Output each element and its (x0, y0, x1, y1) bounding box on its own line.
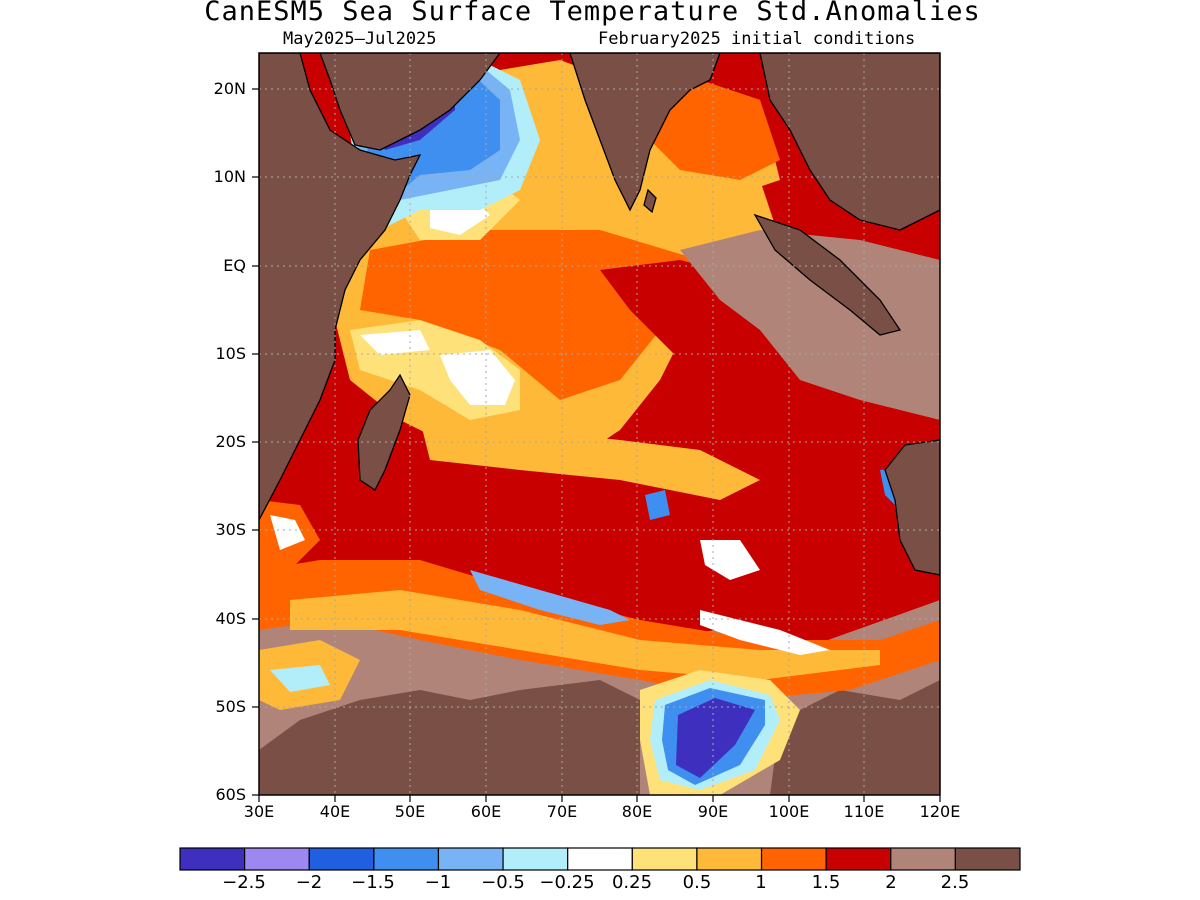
colorbar-label: −2.5 (222, 872, 266, 893)
australia-land (884, 439, 940, 576)
colorbar-label: 0.25 (611, 872, 653, 893)
south-central-orange (420, 420, 760, 500)
mid-cool-spot (645, 490, 670, 520)
south-dark-patch-east (770, 680, 940, 795)
south-orange-band (290, 590, 880, 680)
figure-title: CanESM5 Sea Surface Temperature Std.Anom… (204, 0, 981, 27)
lon-label-100e: 100E (768, 802, 810, 821)
land (259, 53, 940, 576)
colorbar-swatch (825, 847, 892, 871)
lat-label-60s: 60S (215, 785, 246, 804)
white-patch-south (440, 350, 515, 405)
lon-label-40e: 40E (319, 802, 351, 821)
colorbar-label: −1.5 (351, 872, 395, 893)
lat-label-30s: 30S (215, 520, 246, 539)
south-white-streak (700, 610, 830, 655)
colorbar-swatch (954, 847, 1021, 871)
lat-label-10s: 10S (215, 344, 246, 363)
lat-label-eq: EQ (223, 256, 246, 275)
white-patch-west (360, 330, 430, 355)
colorbar-label: −0.25 (539, 872, 595, 893)
sri-lanka-land (643, 188, 657, 214)
axis-ticks (252, 88, 941, 802)
lon-label-120e: 120E (919, 802, 961, 821)
lat-label-10n: 10N (213, 167, 246, 186)
lon-label-60e: 60E (470, 802, 502, 821)
india-land (569, 53, 721, 212)
lat-label-20n: 20N (213, 79, 246, 98)
east-brown-tone (680, 230, 940, 420)
colorbar-label: −0.5 (481, 872, 525, 893)
lon-label-90e: 90E (697, 802, 729, 821)
colorbar-swatch (179, 847, 246, 871)
colorbar-label: 2 (885, 872, 897, 893)
colorbar-swatch (631, 847, 698, 871)
forecast-period: May2025–Jul2025 (283, 29, 437, 49)
south-dark-patch-west (259, 680, 640, 795)
lat-label-20s: 20S (215, 432, 246, 451)
colorbar-label: 2.5 (940, 872, 970, 893)
colorbar-label: −2 (295, 872, 323, 893)
colorbar-swatch (696, 847, 763, 871)
map-frame (258, 52, 941, 796)
colorbar-swatch (437, 847, 504, 871)
colorbar-swatch (502, 847, 569, 871)
colorbar (179, 847, 1021, 871)
colorbar-label: −1 (424, 872, 452, 893)
colorbar-swatch (373, 847, 440, 871)
south-cool-streak (470, 570, 630, 625)
africa-land (259, 53, 422, 521)
colorbar-label: 1.5 (811, 872, 841, 893)
lat-label-50s: 50S (215, 697, 246, 716)
colorbar-label: 1 (755, 872, 767, 893)
bay-of-bengal-orange (650, 80, 780, 180)
colorbar-label: 0.5 (682, 872, 712, 893)
colorbar-swatch (244, 847, 310, 871)
west-south-white (270, 665, 330, 692)
lat-label-40s: 40S (215, 609, 246, 628)
southeast-asia-land (759, 53, 940, 231)
graticule (259, 53, 940, 795)
colorbar-swatch (567, 847, 633, 871)
colorbar-swatch (308, 847, 375, 871)
lon-label-50e: 50E (394, 802, 426, 821)
cold-blob-core (676, 698, 755, 778)
lon-label-80e: 80E (621, 802, 653, 821)
initial-conditions: February2025 initial conditions (598, 29, 916, 49)
lon-label-70e: 70E (546, 802, 578, 821)
lon-label-110e: 110E (843, 802, 885, 821)
west-white-streaks (270, 515, 305, 550)
madagascar-land (357, 373, 411, 491)
mid-white-spot (700, 540, 760, 580)
lon-label-30e: 30E (243, 802, 275, 821)
colorbar-swatch (890, 847, 956, 871)
colorbar-swatch (760, 847, 827, 871)
